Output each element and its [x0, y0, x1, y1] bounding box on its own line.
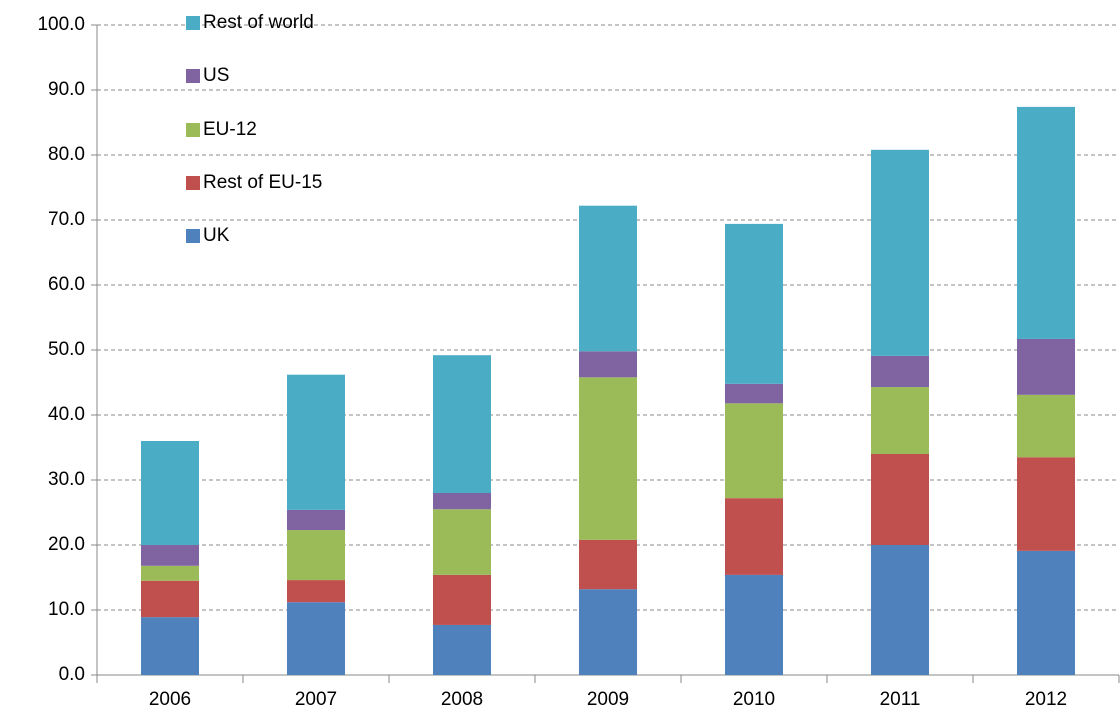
- bar-segment: [1017, 394, 1075, 458]
- legend-label: US: [203, 65, 229, 86]
- legend-swatch: [186, 69, 200, 83]
- bar-segment: [871, 545, 929, 675]
- x-tick-label: 2010: [733, 689, 775, 710]
- y-tick-label: 50.0: [48, 339, 85, 360]
- bar-segment: [287, 602, 345, 675]
- bar-segment: [1017, 550, 1075, 675]
- y-tick-label: 60.0: [48, 274, 85, 295]
- bar-segment: [871, 387, 929, 454]
- legend-label: EU-12: [203, 119, 257, 140]
- bar-segment: [725, 383, 783, 404]
- bar-segment: [579, 205, 637, 352]
- bar-segment: [871, 355, 929, 388]
- bar-segment: [287, 530, 345, 581]
- y-tick-label: 0.0: [59, 664, 85, 685]
- bar-segment: [141, 545, 199, 566]
- bar-segment: [579, 351, 637, 378]
- bar-segment: [1017, 457, 1075, 551]
- legend-label: Rest of world: [203, 12, 314, 33]
- y-tick-label: 100.0: [37, 14, 85, 35]
- bar-segment: [433, 574, 491, 625]
- bar-segment: [725, 498, 783, 575]
- x-tick-label: 2012: [1025, 689, 1067, 710]
- bar-segment: [141, 565, 199, 581]
- y-tick-label: 80.0: [48, 144, 85, 165]
- x-tick-label: 2011: [880, 689, 921, 710]
- bar-segment: [287, 509, 345, 531]
- bar-segment: [141, 617, 199, 675]
- x-tick-label: 2008: [441, 689, 483, 710]
- bar-segment: [287, 580, 345, 603]
- x-tick-label: 2009: [587, 689, 629, 710]
- bar-segment: [725, 403, 783, 499]
- bar-segment: [141, 580, 199, 618]
- y-tick-label: 40.0: [48, 404, 85, 425]
- bar-segment: [871, 454, 929, 545]
- legend-swatch: [186, 229, 200, 243]
- legend-swatch: [186, 176, 200, 190]
- x-tick-label: 2007: [295, 689, 337, 710]
- y-tick-label: 10.0: [48, 599, 85, 620]
- y-tick-label: 30.0: [48, 469, 85, 490]
- legend-label: UK: [203, 225, 230, 246]
- legend-swatch: [186, 123, 200, 137]
- bar-segment: [725, 574, 783, 675]
- bar-segment: [1017, 106, 1075, 339]
- bar-segment: [871, 149, 929, 356]
- y-tick-label: 90.0: [48, 79, 85, 100]
- bar-segment: [579, 377, 637, 540]
- y-tick-label: 70.0: [48, 209, 85, 230]
- legend-swatch: [186, 16, 200, 30]
- bar-segment: [433, 493, 491, 510]
- x-tick-label: 2006: [149, 689, 191, 710]
- y-tick-label: 20.0: [48, 534, 85, 555]
- bar-segment: [433, 509, 491, 575]
- bar-segment: [579, 589, 637, 675]
- bar-segment: [433, 355, 491, 493]
- bar-segment: [579, 539, 637, 590]
- bar-segment: [1017, 338, 1075, 395]
- bar-segment: [287, 374, 345, 510]
- legend-label: Rest of EU-15: [203, 172, 322, 193]
- bar-segment: [433, 624, 491, 675]
- bar-segment: [141, 441, 199, 545]
- bar-segment: [725, 223, 783, 384]
